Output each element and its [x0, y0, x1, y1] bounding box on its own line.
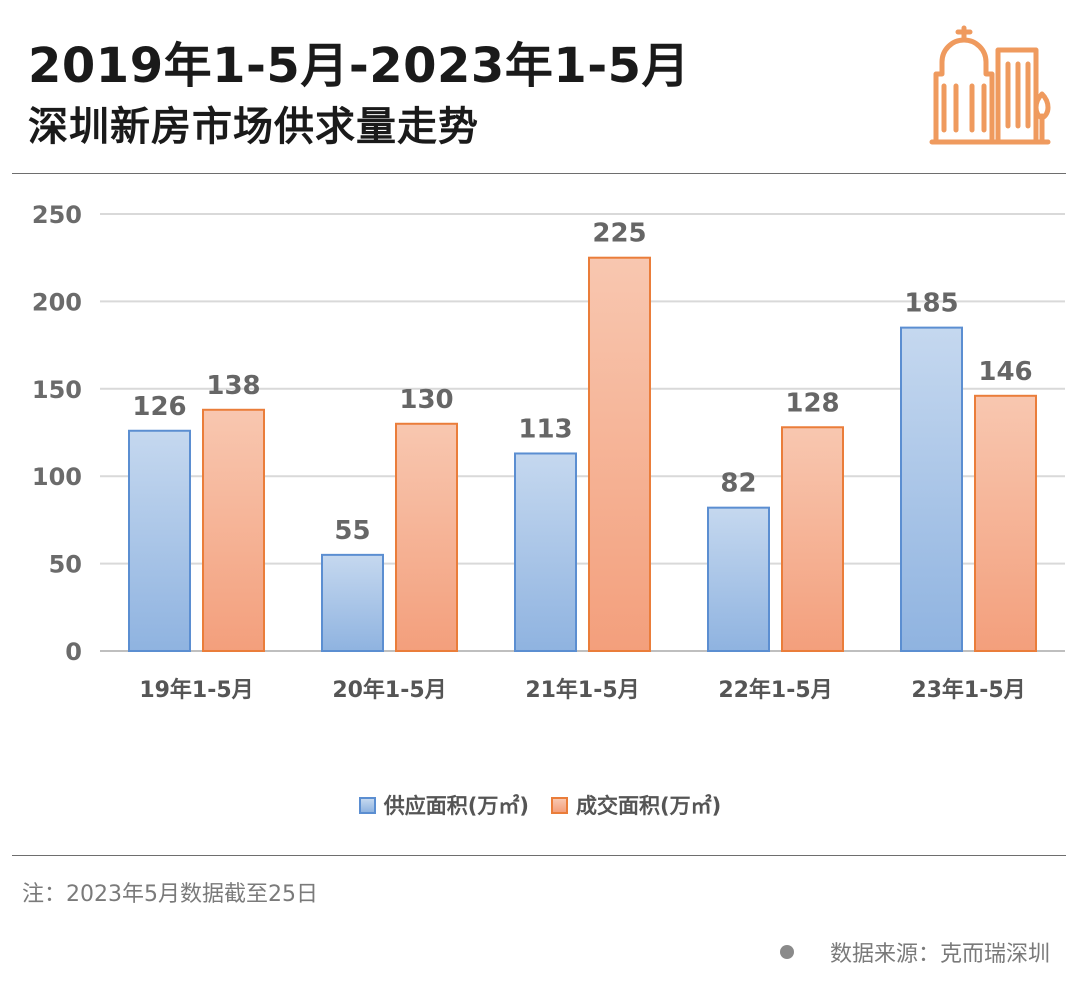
data-label: 128: [785, 388, 839, 418]
legend-label-supply: 供应面积(万㎡): [383, 794, 529, 818]
building-icon: [929, 25, 1051, 145]
data-label: 225: [592, 219, 646, 249]
legend-item-supply: 供应面积(万㎡): [358, 790, 529, 820]
chart-title: 2019年1-5月-2023年1-5月: [28, 38, 691, 94]
data-label: 130: [399, 385, 453, 415]
bar-supply: [900, 326, 963, 652]
source-text: 数据来源：克而瑞深圳: [829, 942, 1050, 967]
data-label: 185: [904, 289, 958, 319]
y-tick-label: 150: [32, 376, 82, 404]
legend: 供应面积(万㎡) 成交面积(万㎡): [0, 790, 1080, 820]
data-label: 82: [720, 469, 756, 499]
y-axis-ticks: 0 50 100 150 200 250: [32, 201, 82, 666]
bar-supply: [514, 452, 577, 653]
x-axis-categories: 19年1-5月 20年1-5月 21年1-5月 22年1-5月 23年1-5月: [139, 677, 1025, 703]
bullet-dot: [779, 945, 794, 959]
bar-deal: [781, 426, 844, 653]
legend-swatch-supply: [358, 796, 376, 814]
chart-subtitle: 深圳新房市场供求量走势: [28, 104, 479, 150]
x-category-label: 21年1-5月: [525, 677, 639, 703]
bars: 126 138 55 130 113 225 82 128 185 146: [128, 219, 1037, 653]
data-label: 126: [132, 392, 186, 422]
data-label: 55: [334, 516, 370, 546]
bar-supply: [707, 506, 770, 652]
bar-deal: [202, 408, 265, 652]
x-category-label: 23年1-5月: [911, 677, 1025, 703]
bar-deal: [588, 256, 651, 652]
bottom-divider: [12, 855, 1066, 856]
data-label: 146: [978, 357, 1032, 387]
legend-swatch-deal: [551, 796, 568, 814]
y-tick-label: 250: [32, 201, 82, 229]
x-category-label: 22年1-5月: [718, 677, 832, 703]
x-category-label: 20年1-5月: [332, 677, 446, 703]
footnote: 注：2023年5月数据截至25日: [22, 882, 318, 907]
data-label: 113: [518, 414, 572, 444]
top-divider: [12, 173, 1066, 174]
x-category-label: 19年1-5月: [139, 677, 253, 703]
source-line: 数据来源：克而瑞深圳: [779, 936, 1050, 968]
bar-deal: [974, 394, 1037, 652]
y-tick-label: 100: [32, 463, 82, 491]
y-tick-label: 50: [49, 551, 82, 579]
data-label: 138: [206, 371, 260, 401]
legend-label-deal: 成交面积(万㎡): [576, 794, 722, 818]
bar-supply: [128, 429, 191, 653]
bar-supply: [321, 553, 384, 652]
bar-chart: 0 50 100 150 200 250 126 138 55 130 113 225 82 128 18…: [32, 201, 1065, 703]
bar-deal: [395, 422, 458, 653]
legend-item-deal: 成交面积(万㎡): [551, 790, 721, 820]
y-tick-label: 0: [65, 638, 82, 666]
y-tick-label: 200: [32, 288, 82, 316]
